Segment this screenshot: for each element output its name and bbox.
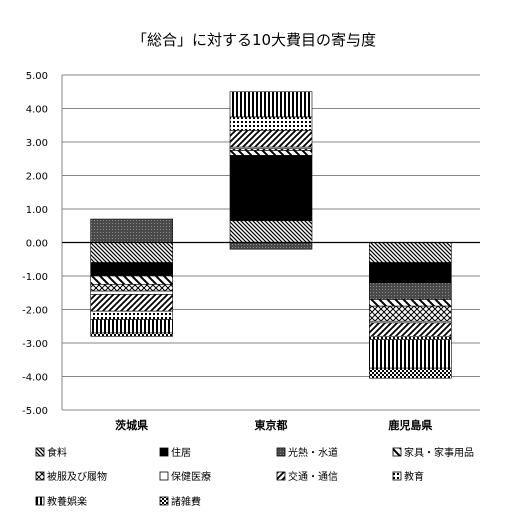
category-label: 東京都 [255, 418, 288, 432]
legend-swatch [35, 447, 45, 457]
legend-label: 被服及び履物 [47, 470, 107, 483]
category-labels: 茨城県 東京都 鹿児島県 [115, 418, 432, 432]
legend-swatch [159, 447, 169, 457]
bar-segment [229, 129, 313, 148]
bar-segment [369, 367, 452, 379]
bar-segment [229, 150, 313, 156]
y-tick-label: -3.00 [22, 339, 48, 350]
bar-segment [229, 220, 313, 243]
bar-segment [369, 322, 452, 337]
bar-segment [369, 299, 452, 307]
legend-label: 諸雑費 [171, 495, 201, 508]
bar-segment [90, 262, 173, 277]
legend-label: 食料 [47, 446, 67, 459]
legend-label: 教育 [404, 470, 424, 483]
y-tick-label: 0.00 [26, 239, 48, 250]
y-tick-label: 3.00 [26, 138, 48, 149]
bar-segment [369, 305, 452, 322]
bar-segment [90, 319, 173, 334]
y-tick-label: -1.00 [22, 272, 48, 283]
legend-swatch [159, 471, 169, 481]
bar-segment [90, 310, 173, 320]
y-tick-label: -4.00 [22, 373, 48, 384]
y-tick-label: 1.00 [26, 205, 48, 216]
bar-segment [229, 242, 313, 250]
legend-swatch [392, 447, 402, 457]
legend-swatch [35, 496, 45, 506]
bar-segment [229, 91, 313, 118]
bar-segment [90, 332, 173, 337]
y-tick-label: 5.00 [26, 71, 48, 82]
bar-segment [229, 155, 313, 222]
bar-segment [369, 242, 452, 263]
category-label: 鹿児島県 [388, 418, 432, 432]
y-tick-label: -5.00 [22, 406, 48, 417]
y-axis-tick-labels: 5.00 4.00 3.00 2.00 1.00 0.00 -1.00 -2.00 -3.00 -… [22, 71, 48, 417]
bar-segment [90, 242, 173, 263]
legend-label: 家具・家事用品 [404, 446, 474, 459]
bar-segment [90, 275, 173, 285]
bar-segment [369, 282, 452, 300]
bar-segment [229, 116, 313, 131]
legend-label: 保健医療 [171, 470, 211, 483]
bar-segment [90, 294, 173, 312]
bar-segment [90, 284, 173, 292]
legend-swatch [276, 447, 286, 457]
bars [90, 91, 452, 379]
bar-segment [369, 262, 452, 284]
legend-label: 交通・通信 [288, 470, 338, 483]
legend-swatch [35, 471, 45, 481]
legend-swatch [392, 471, 402, 481]
chart-title: 「総合」に対する10大費目の寄与度 [132, 31, 376, 49]
bar-segment [369, 339, 452, 369]
y-tick-label: 4.00 [26, 105, 48, 116]
bar-segment [369, 335, 452, 340]
y-tick-label: 2.00 [26, 172, 48, 183]
legend-label: 光熱・水道 [288, 446, 338, 459]
category-label: 茨城県 [115, 418, 148, 432]
bar-segment [90, 218, 173, 243]
y-tick-label: -2.00 [22, 306, 48, 317]
legend-label: 住居 [171, 446, 191, 459]
legend-swatch [159, 496, 169, 506]
legend-swatch [276, 471, 286, 481]
legend-label: 教養娯楽 [47, 495, 87, 508]
bar-segment [90, 290, 173, 295]
